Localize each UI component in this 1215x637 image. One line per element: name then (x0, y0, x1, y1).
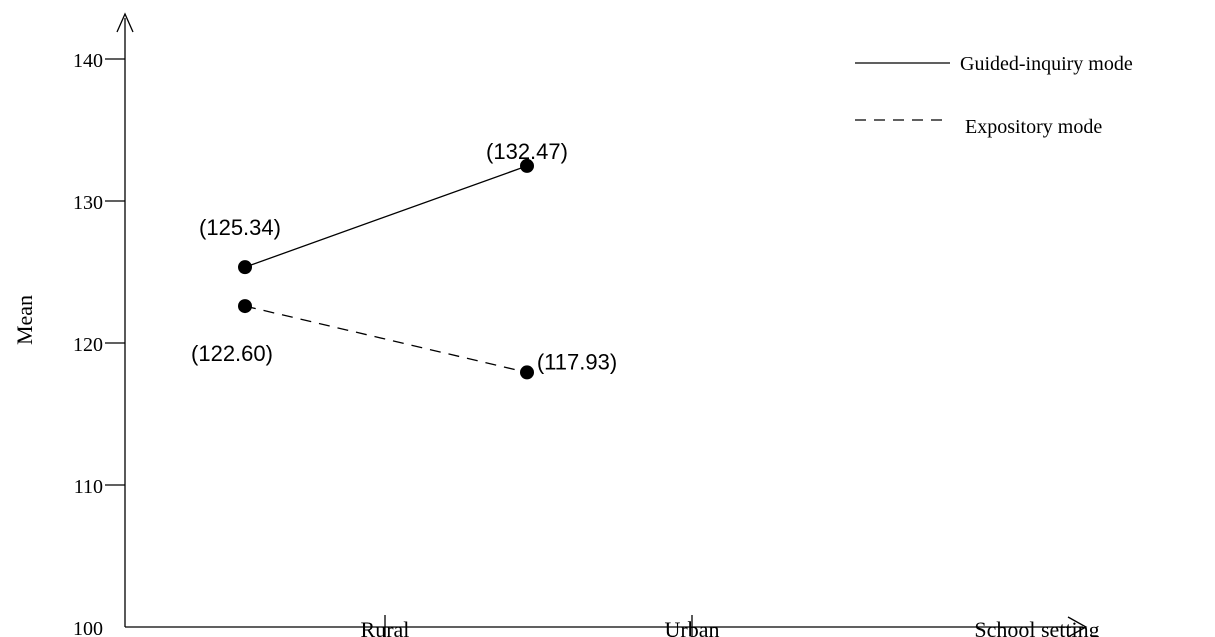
series-line-guided-inquiry (244, 165, 528, 268)
x-tick-label: Rural (361, 617, 410, 637)
y-axis-title: Mean (12, 295, 37, 345)
data-point (238, 299, 252, 314)
series-layer: (125.34) (132.47) (122.60) (117.93) (191, 139, 617, 380)
x-axis-ticks: Rural Urban (361, 615, 720, 637)
x-tick-label: Urban (665, 617, 720, 637)
data-label: (132.47) (486, 139, 568, 164)
y-tick-label: 100 (73, 618, 103, 637)
legend-label-guided-inquiry: Guided-inquiry mode (960, 53, 1133, 75)
data-label: (122.60) (191, 341, 273, 366)
legend-label-expository: Expository mode (965, 116, 1102, 138)
series-line-expository (244, 305, 528, 374)
y-tick-label: 120 (73, 334, 103, 356)
x-axis-arrow (1067, 616, 1088, 637)
x-axis-title: School setting (974, 617, 1099, 637)
y-tick-label: 140 (73, 50, 103, 72)
data-point (238, 260, 252, 275)
data-point (520, 365, 534, 380)
data-point (520, 158, 534, 173)
y-axis-ticks: 100 110 120 130 140 (73, 50, 125, 637)
y-tick-label: 110 (74, 476, 103, 498)
data-label: (117.93) (537, 349, 617, 374)
y-axis-arrow (116, 12, 134, 33)
y-tick-label: 130 (73, 192, 103, 214)
data-label: (125.34) (199, 215, 281, 240)
legend: Guided-inquiry mode Expository mode (855, 53, 1133, 138)
